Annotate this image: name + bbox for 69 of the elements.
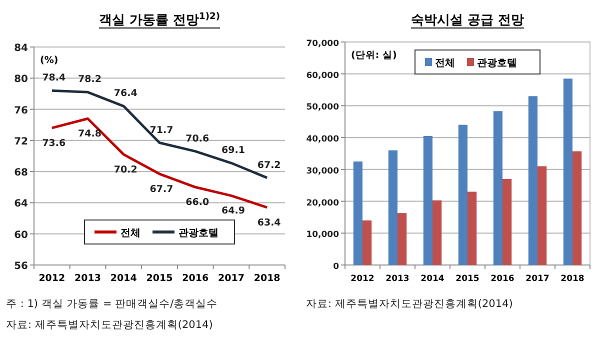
y-tick-label: 70,000 <box>306 39 340 49</box>
y-tick-label: 30,000 <box>306 166 340 176</box>
legend-label: 전체 <box>120 228 140 239</box>
x-tick-label: 2014 <box>110 273 138 284</box>
y-tick-label: 72 <box>14 136 28 148</box>
x-tick-label: 2012 <box>350 274 374 284</box>
bar <box>528 96 538 265</box>
data-label: 74.8 <box>78 128 102 140</box>
data-label: 73.6 <box>42 138 66 149</box>
x-tick-label: 2013 <box>74 273 102 284</box>
data-label: 63.4 <box>257 217 282 228</box>
bar <box>563 78 572 265</box>
x-tick-label: 2016 <box>182 273 209 284</box>
data-label: 71.7 <box>150 124 174 136</box>
bar <box>493 111 502 265</box>
data-label: 64.9 <box>221 206 245 217</box>
y-tick-label: 84 <box>14 43 28 54</box>
bar <box>458 124 468 265</box>
bar <box>538 166 547 265</box>
text: 자료: 제주특별자치도관광진흥계획(2014) <box>6 319 213 331</box>
y-tick-label: 10,000 <box>306 230 340 240</box>
data-label: 67.7 <box>150 184 174 195</box>
x-tick-label: 2015 <box>146 273 173 284</box>
y-tick-label: 80 <box>14 74 28 86</box>
y-tick-label: 56 <box>14 261 28 272</box>
x-tick-label: 2015 <box>456 274 480 284</box>
y-tick-label: 60,000 <box>306 70 340 81</box>
data-label: 70.2 <box>114 164 138 176</box>
x-tick-label: 2013 <box>386 274 410 284</box>
bar <box>468 192 477 265</box>
y-tick-label: 40,000 <box>306 134 340 145</box>
y-tick-label: 64 <box>14 198 28 210</box>
y-tick-label: 68 <box>14 168 28 179</box>
x-tick-label: 2017 <box>526 274 550 284</box>
legend-label: 관광호텔 <box>477 58 517 69</box>
y-axis-title: (%) <box>40 55 58 66</box>
data-label: 78.4 <box>42 72 66 84</box>
data-label: 67.2 <box>257 160 281 171</box>
x-tick-label: 2018 <box>254 273 281 284</box>
chart-title: 숙박시설 공급 전망 <box>410 13 524 28</box>
x-tick-label: 2017 <box>218 273 244 284</box>
text: 주 : 1) 객실 가동률 = 판매객실수/총객실수 <box>6 298 218 310</box>
bar <box>502 178 512 265</box>
y-tick-label: 50,000 <box>306 102 340 113</box>
bar <box>432 200 442 265</box>
data-label: 78.2 <box>78 74 102 86</box>
y-tick-label: 0 <box>333 262 340 272</box>
x-tick-label: 2018 <box>560 274 584 284</box>
data-label: 76.4 <box>114 88 138 100</box>
data-label: 70.6 <box>186 133 210 144</box>
bar <box>362 220 372 265</box>
y-tick-label: 20,000 <box>306 198 340 208</box>
y-tick-label: 76 <box>14 105 28 116</box>
chart-title: 객실 가동률 전망$^{1)2)}$ <box>98 12 220 28</box>
y-axis-title: (단위: 실) <box>351 50 397 61</box>
data-label: 69.1 <box>221 145 245 156</box>
data-label: 66.0 <box>186 197 210 208</box>
bar <box>423 136 432 265</box>
x-tick-label: 2016 <box>490 274 514 284</box>
y-tick-label: 60 <box>14 230 28 241</box>
bar <box>572 151 582 265</box>
legend-label: 관광호텔 <box>178 228 218 239</box>
x-tick-label: 2012 <box>38 273 66 284</box>
x-tick-label: 2014 <box>420 274 444 284</box>
bar <box>388 150 398 265</box>
bar <box>398 213 407 265</box>
legend-label: 전체 <box>435 58 455 69</box>
bar <box>353 161 362 265</box>
text: 자료: 제주특별자치도관광진흥계획(2014) <box>306 298 513 310</box>
